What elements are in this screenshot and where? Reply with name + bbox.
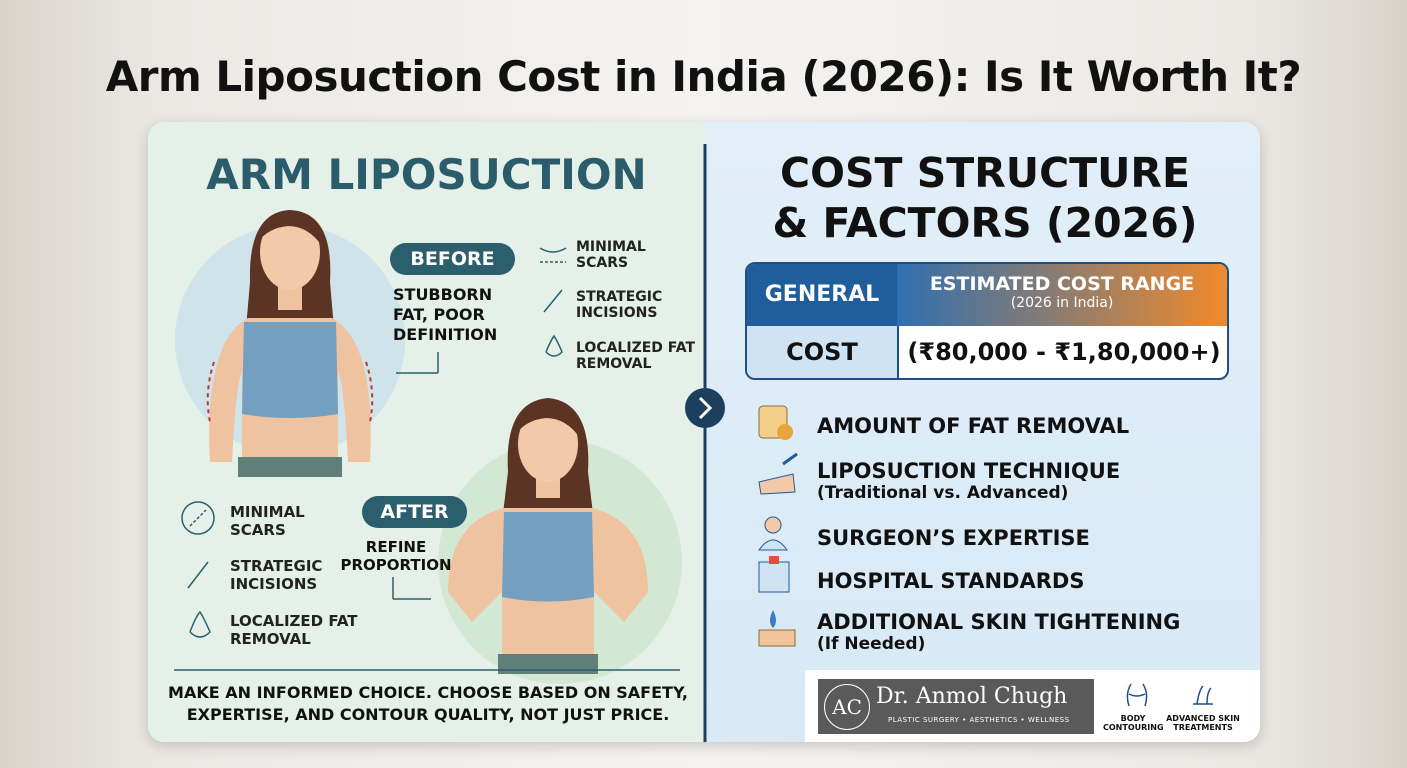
feature: MINIMAL SCARS — [576, 239, 646, 271]
brand-logo: AC Dr. Anmol Chugh PLASTIC SURGERY • AES… — [818, 679, 1094, 734]
before-caption: STUBBORN FAT, POOR DEFINITION — [393, 285, 498, 344]
feature: LOCALIZED FAT REMOVAL — [230, 612, 358, 648]
page-title: Arm Liposuction Cost in India (2026): Is… — [105, 52, 1302, 101]
header-note: (2026 in India) — [1010, 295, 1114, 311]
table-cell: (₹80,000 - ₹1,80,000+) — [897, 326, 1227, 378]
cost-table: GENERAL ESTIMATED COST RANGE (2026 in In… — [745, 262, 1229, 380]
after-caption: REFINE PROPORTION — [340, 538, 452, 574]
table-cell: COST — [747, 326, 897, 378]
factor: ADDITIONAL SKIN TIGHTENING (If Needed) — [817, 610, 1180, 654]
feature: STRATEGIC INCISIONS — [230, 557, 323, 593]
service: BODY CONTOURING — [1103, 714, 1164, 732]
left-panel: ARM LIPOSUCTION BEFORE STUBBORN FAT, POO… — [148, 122, 705, 742]
factor-label: LIPOSUCTION TECHNIQUE — [817, 459, 1121, 483]
infographic-card: ARM LIPOSUCTION BEFORE STUBBORN FAT, POO… — [148, 122, 1260, 742]
feature: STRATEGIC INCISIONS — [576, 289, 663, 321]
service: ADVANCED SKIN TREATMENTS — [1166, 714, 1240, 732]
factor-note: (Traditional vs. Advanced) — [817, 483, 1069, 503]
feature: MINIMAL SCARS — [230, 503, 305, 539]
factor: HOSPITAL STANDARDS — [817, 569, 1085, 593]
before-badge: BEFORE — [390, 243, 515, 275]
right-panel: COST STRUCTURE & FACTORS (2026) GENERAL … — [705, 122, 1260, 742]
divider — [685, 144, 725, 742]
footer-note: MAKE AN INFORMED CHOICE. CHOOSE BASED ON… — [168, 683, 688, 724]
table-header-cell: GENERAL — [747, 264, 897, 326]
left-heading: ARM LIPOSUCTION — [206, 150, 647, 199]
header-text: ESTIMATED COST RANGE — [929, 273, 1195, 295]
brand-name: Dr. Anmol Chugh — [876, 684, 1068, 709]
logo-mark: AC — [824, 684, 870, 730]
right-heading: COST STRUCTURE & FACTORS (2026) — [772, 149, 1198, 247]
illustrations — [174, 210, 682, 684]
table-header-cell: ESTIMATED COST RANGE (2026 in India) — [897, 264, 1227, 326]
factor-label: ADDITIONAL SKIN TIGHTENING — [817, 610, 1181, 634]
factor-note: (If Needed) — [817, 634, 926, 654]
service-icons — [1126, 683, 1213, 707]
after-badge: AFTER — [362, 496, 467, 528]
feature: LOCALIZED FAT REMOVAL — [576, 340, 696, 372]
factor-icons — [758, 405, 798, 647]
factor: SURGEON’S EXPERTISE — [817, 526, 1090, 550]
brand-tagline: PLASTIC SURGERY • AESTHETICS • WELLNESS — [888, 716, 1070, 724]
factor: LIPOSUCTION TECHNIQUE (Traditional vs. Ad… — [817, 459, 1120, 503]
factor: AMOUNT OF FAT REMOVAL — [817, 414, 1130, 438]
